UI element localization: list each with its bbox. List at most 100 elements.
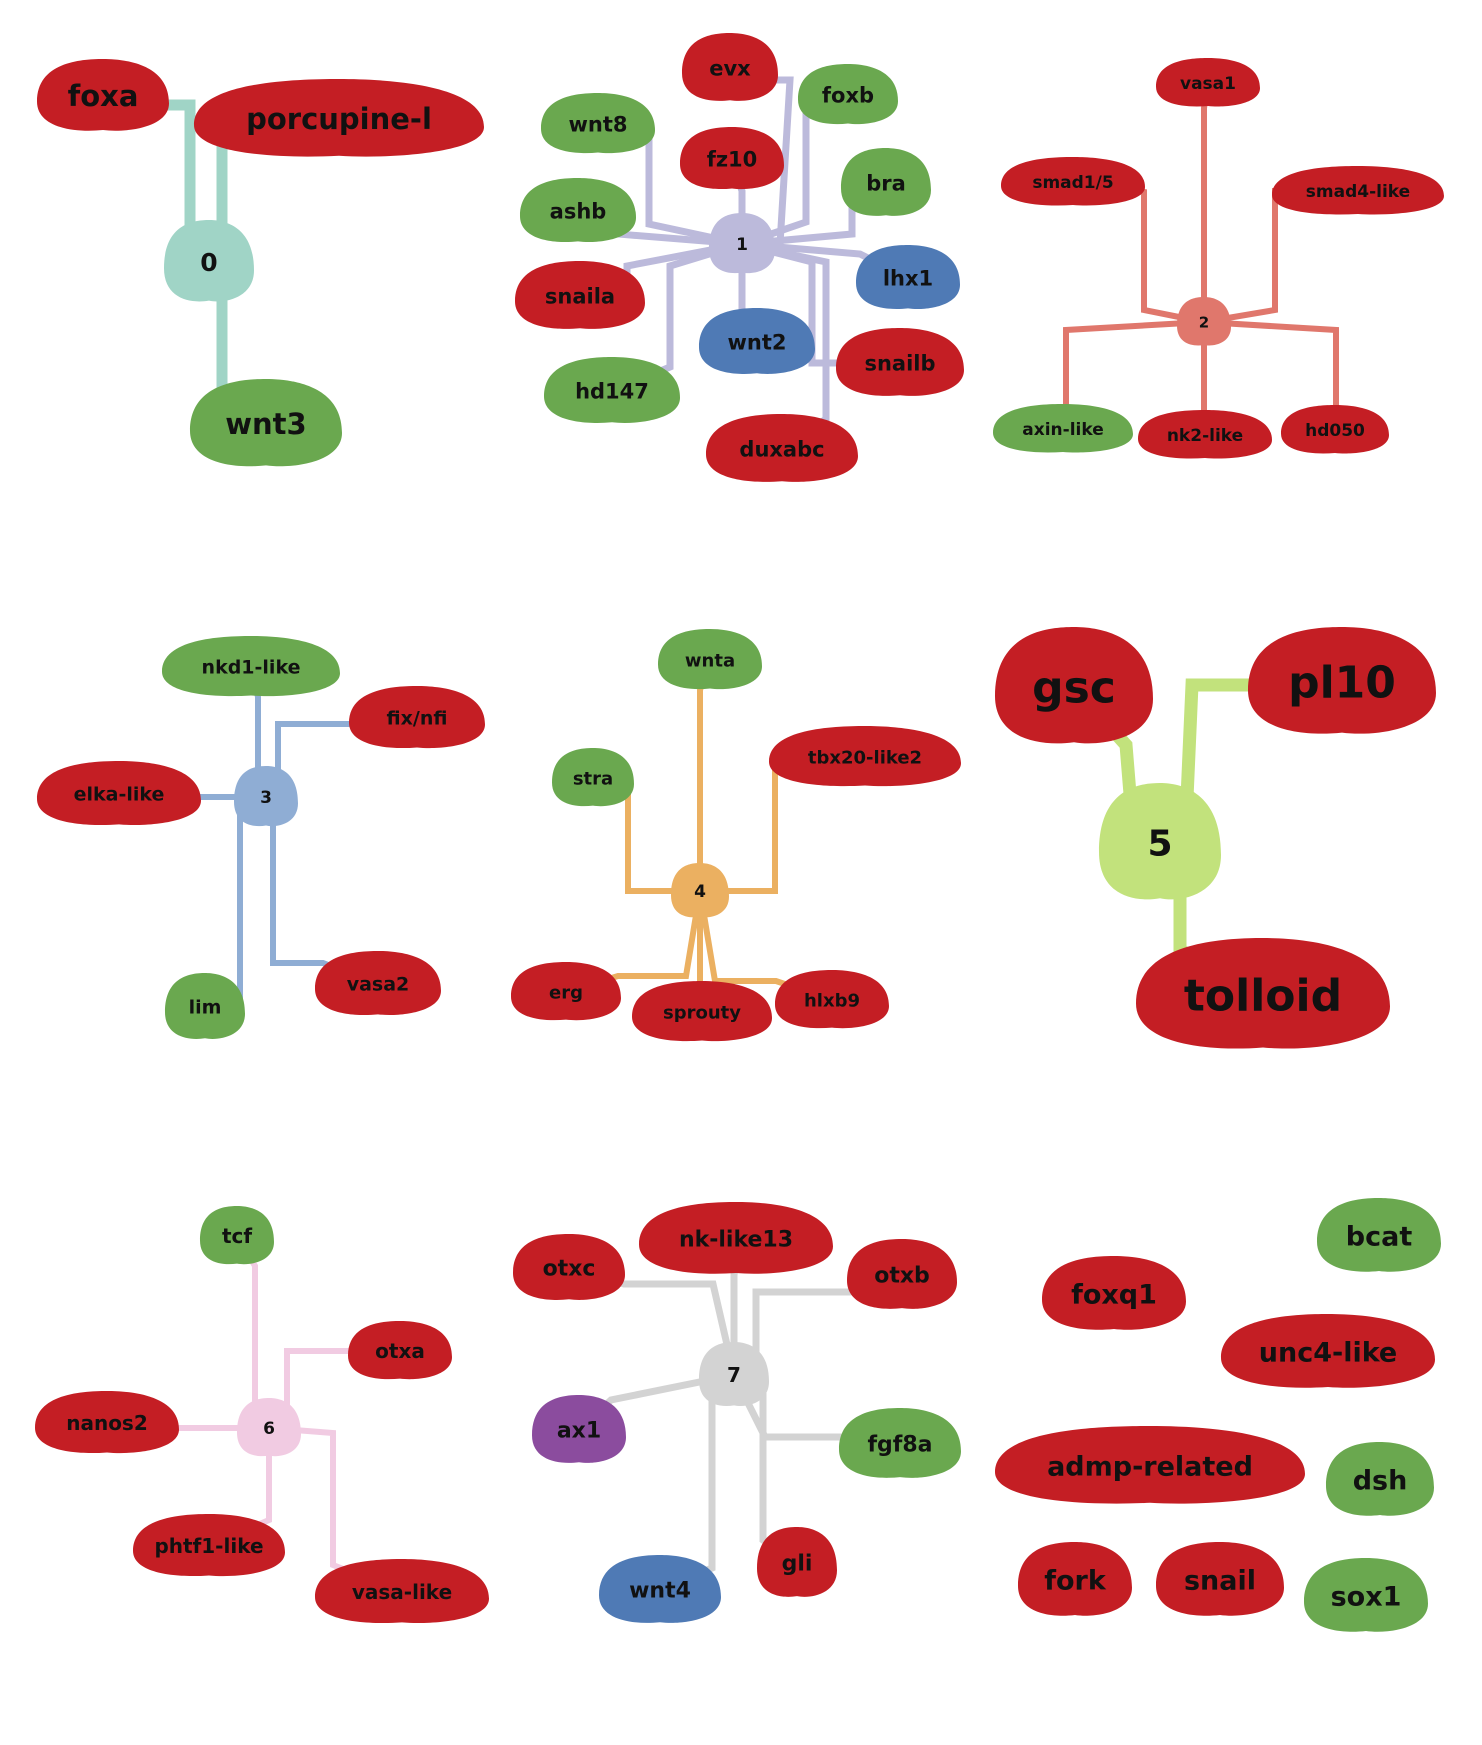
gene-node-snailb[interactable]: snailb: [836, 328, 964, 396]
gene-node-ashb[interactable]: ashb: [520, 178, 636, 243]
gene-node-porcupine-l[interactable]: porcupine-l: [194, 79, 484, 157]
gene-node-nanos2[interactable]: nanos2: [35, 1391, 179, 1454]
gene-node-bcat[interactable]: bcat: [1317, 1198, 1441, 1272]
gene-node-hd147[interactable]: hd147: [544, 357, 680, 423]
gene-node-pl10[interactable]: pl10: [1248, 627, 1436, 734]
gene-node-tbx20-like2[interactable]: tbx20-like2: [769, 726, 961, 787]
gene-node-fix-nfi[interactable]: fix/nfi: [349, 686, 485, 749]
gene-label: snailb: [864, 351, 935, 375]
gene-shape: [315, 951, 441, 1016]
gene-node-phtf1-like[interactable]: phtf1-like: [133, 1514, 285, 1577]
gene-shape: [511, 962, 621, 1021]
module-hub-2[interactable]: 2: [1177, 297, 1231, 346]
gene-shape: [839, 1408, 961, 1478]
gene-label: axin-like: [1022, 420, 1103, 440]
module-hub-3[interactable]: 3: [234, 766, 298, 827]
gene-shape: [349, 686, 485, 749]
gene-node-sprouty[interactable]: sprouty: [632, 981, 772, 1042]
gene-node-evx[interactable]: evx: [682, 33, 778, 101]
gene-node-smad4-like[interactable]: smad4-like: [1272, 166, 1444, 215]
gene-node-wnt3[interactable]: wnt3: [190, 379, 342, 467]
gene-label: nk-like13: [679, 1228, 793, 1253]
gene-node-wnta[interactable]: wnta: [658, 629, 762, 690]
gene-node-tolloid[interactable]: tolloid: [1136, 938, 1390, 1049]
gene-node-wnt8[interactable]: wnt8: [541, 93, 655, 154]
gene-node-vasa2[interactable]: vasa2: [315, 951, 441, 1016]
gene-node-otxa[interactable]: otxa: [348, 1321, 452, 1380]
gene-node-foxa[interactable]: foxa: [37, 59, 169, 131]
gene-node-fz10[interactable]: fz10: [680, 127, 784, 190]
gene-node-otxb[interactable]: otxb: [847, 1239, 957, 1309]
gene-node-tcf[interactable]: tcf: [200, 1206, 274, 1265]
gene-node-hlxb9[interactable]: hlxb9: [775, 970, 889, 1029]
module-hub-0[interactable]: 0: [164, 220, 254, 302]
module-hub-4[interactable]: 4: [671, 863, 729, 918]
gene-node-sox1[interactable]: sox1: [1304, 1558, 1428, 1632]
gene-node-stra[interactable]: stra: [552, 748, 634, 807]
gene-node-vasa-like[interactable]: vasa-like: [315, 1559, 489, 1624]
gene-label: gli: [782, 1552, 813, 1577]
gene-node-ax1[interactable]: ax1: [532, 1395, 626, 1463]
gene-node-snaila[interactable]: snaila: [515, 261, 645, 329]
gene-shape: [544, 357, 680, 423]
gene-shape: [680, 127, 784, 190]
gene-node-gli[interactable]: gli: [757, 1527, 837, 1597]
gene-shape: [856, 245, 960, 310]
gene-node-unc4-like[interactable]: unc4-like: [1221, 1314, 1435, 1388]
gene-node-lim[interactable]: lim: [165, 973, 245, 1039]
gene-node-lhx1[interactable]: lhx1: [856, 245, 960, 310]
gene-node-snail[interactable]: snail: [1156, 1542, 1284, 1616]
gene-shape: [639, 1202, 833, 1274]
gene-node-smad1-5[interactable]: smad1/5: [1001, 157, 1145, 206]
gene-node-axin-like[interactable]: axin-like: [993, 404, 1133, 453]
module-hub-1[interactable]: 1: [709, 213, 775, 274]
gene-shape: [552, 748, 634, 807]
gene-label: hd050: [1305, 421, 1365, 441]
gene-node-elka-like[interactable]: elka-like: [37, 761, 201, 826]
gene-label: elka-like: [74, 784, 165, 806]
gene-node-erg[interactable]: erg: [511, 962, 621, 1021]
gene-label: lhx1: [883, 266, 933, 290]
gene-node-fgf8a[interactable]: fgf8a: [839, 1408, 961, 1478]
gene-node-foxb[interactable]: foxb: [798, 64, 898, 125]
gene-shape: [757, 1527, 837, 1597]
gene-label: evx: [709, 56, 751, 80]
gene-label: wnt4: [629, 1579, 691, 1604]
gene-label: tolloid: [1184, 970, 1342, 1021]
gene-node-dsh[interactable]: dsh: [1326, 1442, 1434, 1516]
gene-node-foxq1[interactable]: foxq1: [1042, 1256, 1186, 1330]
gene-label: fz10: [707, 147, 758, 171]
gene-node-duxabc[interactable]: duxabc: [706, 414, 858, 482]
gene-label: phtf1-like: [154, 1534, 263, 1558]
module-hub-6[interactable]: 6: [237, 1398, 301, 1457]
module-hub-5[interactable]: 5: [1099, 783, 1221, 900]
gene-shape: [315, 1559, 489, 1624]
gene-shape: [995, 627, 1153, 744]
gene-shape: [836, 328, 964, 396]
gene-shape: [1248, 627, 1436, 734]
gene-node-hd050[interactable]: hd050: [1281, 405, 1389, 454]
gene-node-otxc[interactable]: otxc: [513, 1234, 625, 1300]
gene-node-nk-like13[interactable]: nk-like13: [639, 1202, 833, 1274]
gene-shape: [1018, 1542, 1132, 1616]
gene-node-wnt4[interactable]: wnt4: [599, 1555, 721, 1623]
gene-node-nkd1-like[interactable]: nkd1-like: [162, 636, 340, 697]
gene-shape: [995, 1426, 1305, 1504]
gene-shape: [1317, 1198, 1441, 1272]
gene-shape: [599, 1555, 721, 1623]
gene-shape: [1326, 1442, 1434, 1516]
gene-node-admp-related[interactable]: admp-related: [995, 1426, 1305, 1504]
gene-shape: [798, 64, 898, 125]
gene-shape: [775, 970, 889, 1029]
module-hub-7[interactable]: 7: [699, 1342, 769, 1407]
gene-label: foxa: [68, 79, 139, 113]
gene-node-vasa1[interactable]: vasa1: [1156, 58, 1260, 107]
gene-label: fgf8a: [867, 1433, 932, 1458]
gene-shape: [1156, 58, 1260, 107]
gene-node-gsc[interactable]: gsc: [995, 627, 1153, 744]
gene-node-wnt2[interactable]: wnt2: [699, 308, 815, 374]
gene-node-fork[interactable]: fork: [1018, 1542, 1132, 1616]
gene-label: bra: [866, 171, 906, 195]
gene-node-bra[interactable]: bra: [841, 148, 931, 216]
gene-node-nk2-like[interactable]: nk2-like: [1138, 410, 1272, 459]
